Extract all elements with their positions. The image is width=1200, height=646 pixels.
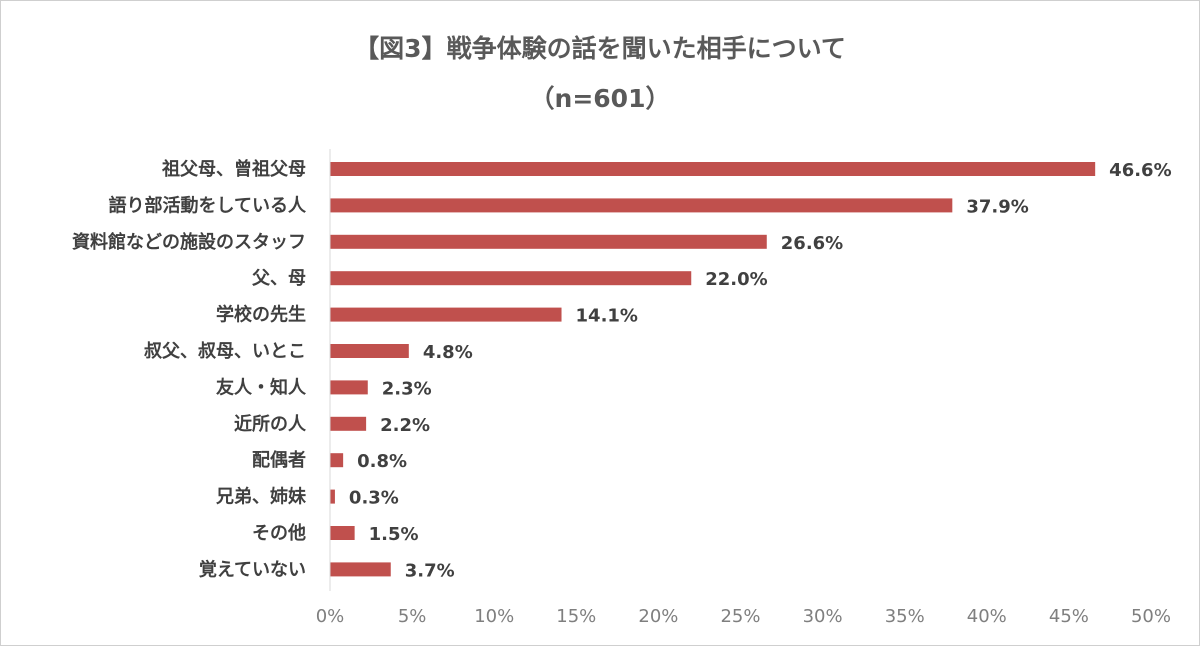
category-label: 父、母 (252, 268, 306, 289)
bar (330, 526, 355, 540)
data-label: 26.6% (781, 233, 843, 254)
data-labels: 46.6% 37.9% 26.6% 22.0% 14.1% 4.8% 2.3% 2.2% 0.8… (349, 160, 1172, 581)
x-tick-label: 35% (885, 606, 925, 627)
bar (330, 489, 335, 504)
data-label: 2.3% (382, 378, 432, 399)
data-label: 46.6% (1109, 160, 1171, 181)
bar (330, 271, 692, 286)
bar (330, 234, 767, 249)
category-label: 祖父母、曾祖父母 (161, 158, 306, 180)
data-label: 4.8% (423, 342, 473, 363)
bar (330, 344, 409, 358)
bar (330, 416, 367, 431)
data-label: 1.5% (369, 524, 419, 545)
data-label: 0.3% (349, 488, 399, 509)
x-tick-label: 25% (720, 606, 760, 627)
x-axis-ticks: 0% 5% 10% 15% 20% 25% 30% 35% 40% 45% 50% (316, 606, 1171, 627)
data-label: 3.7% (405, 560, 455, 581)
category-label: その他 (252, 522, 306, 544)
category-label: 学校の先生 (216, 304, 306, 326)
data-label: 14.1% (576, 306, 638, 327)
x-tick-label: 15% (556, 606, 596, 627)
data-label: 22.0% (705, 269, 767, 290)
chart-title: 【図3】戦争体験の話を聞いた相手について (354, 34, 846, 63)
x-tick-label: 45% (1049, 606, 1089, 627)
bar (330, 162, 1096, 176)
x-tick-label: 10% (474, 606, 514, 627)
category-label: 覚えていない (199, 558, 306, 580)
x-tick-label: 5% (398, 606, 427, 627)
bar (330, 380, 368, 395)
category-label: 叔父、叔母、いとこ (144, 341, 306, 362)
x-tick-label: 50% (1131, 606, 1171, 627)
category-label: 近所の人 (234, 413, 307, 435)
bar (330, 562, 391, 577)
category-label: 友人・知人 (216, 376, 307, 398)
x-tick-label: 40% (967, 606, 1007, 627)
category-label: 資料館などの施設のスタッフ (72, 231, 306, 253)
data-label: 37.9% (966, 196, 1028, 217)
x-tick-label: 20% (638, 606, 678, 627)
category-label: 語り部活動をしている人 (109, 194, 307, 216)
bar (330, 307, 562, 322)
bar (330, 453, 344, 468)
category-label: 兄弟、姉妹 (215, 486, 307, 508)
x-tick-label: 30% (803, 606, 843, 627)
data-label: 2.2% (380, 415, 430, 436)
bar (330, 198, 953, 213)
data-label: 0.8% (357, 451, 407, 472)
chart-subtitle: （n=601） (529, 84, 671, 113)
x-tick-label: 0% (316, 606, 345, 627)
bars-group (330, 162, 1096, 577)
category-label: 配偶者 (252, 449, 306, 471)
category-labels: 祖父母、曾祖父母語り部活動をしている人資料館などの施設のスタッフ父、母学校の先生… (72, 158, 307, 580)
